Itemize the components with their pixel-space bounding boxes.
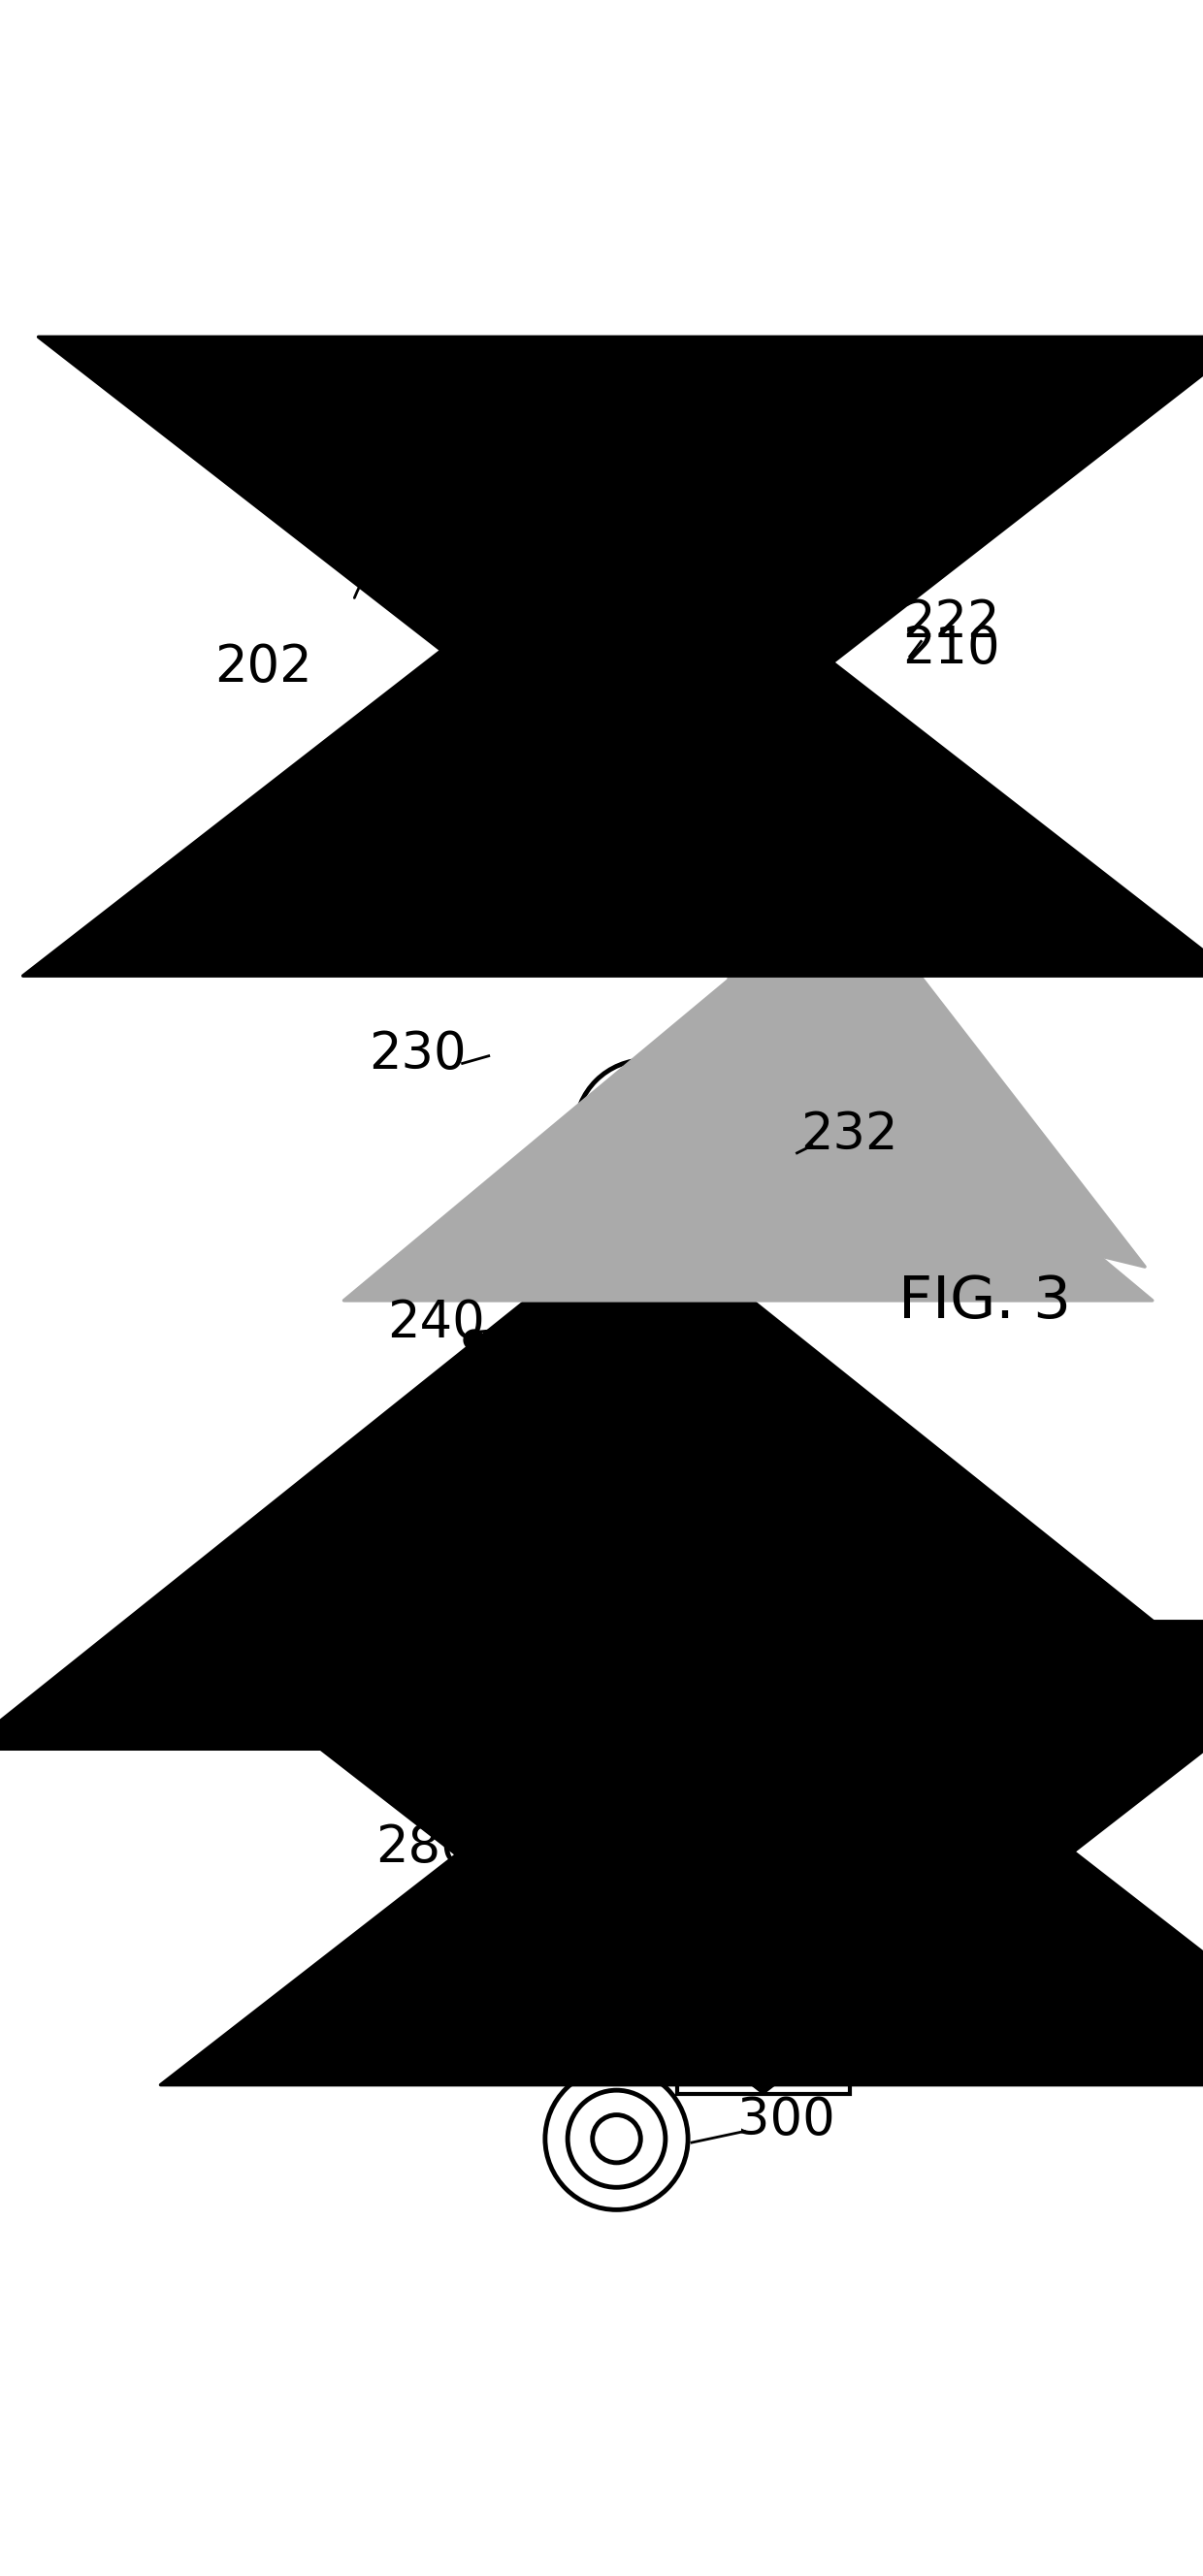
- Bar: [451, 1406, 685, 1669]
- Text: FIG. 3: FIG. 3: [899, 1273, 1072, 1332]
- Text: 250: 250: [789, 1437, 888, 1489]
- Bar: [685, 1422, 801, 1623]
- Text: 232: 232: [801, 1110, 899, 1159]
- Bar: [676, 1929, 849, 2094]
- Text: 295: 295: [812, 1994, 909, 2045]
- Text: 280: 280: [375, 1821, 474, 1873]
- Text: 300: 300: [736, 2094, 835, 2146]
- Text: 222: 222: [902, 598, 1000, 649]
- Text: 290: 290: [842, 1842, 940, 1891]
- Polygon shape: [651, 559, 748, 747]
- Text: 210: 210: [552, 878, 651, 927]
- Text: 202: 202: [214, 641, 312, 693]
- Bar: [545, 757, 745, 958]
- Text: 210: 210: [902, 623, 1000, 675]
- Text: 240: 240: [391, 1435, 488, 1484]
- Polygon shape: [511, 559, 609, 747]
- Text: 210: 210: [440, 422, 538, 471]
- Text: 220: 220: [561, 675, 658, 726]
- Text: 270: 270: [372, 1605, 470, 1656]
- Text: 230: 230: [368, 1030, 466, 1079]
- Text: 240: 240: [387, 1298, 485, 1347]
